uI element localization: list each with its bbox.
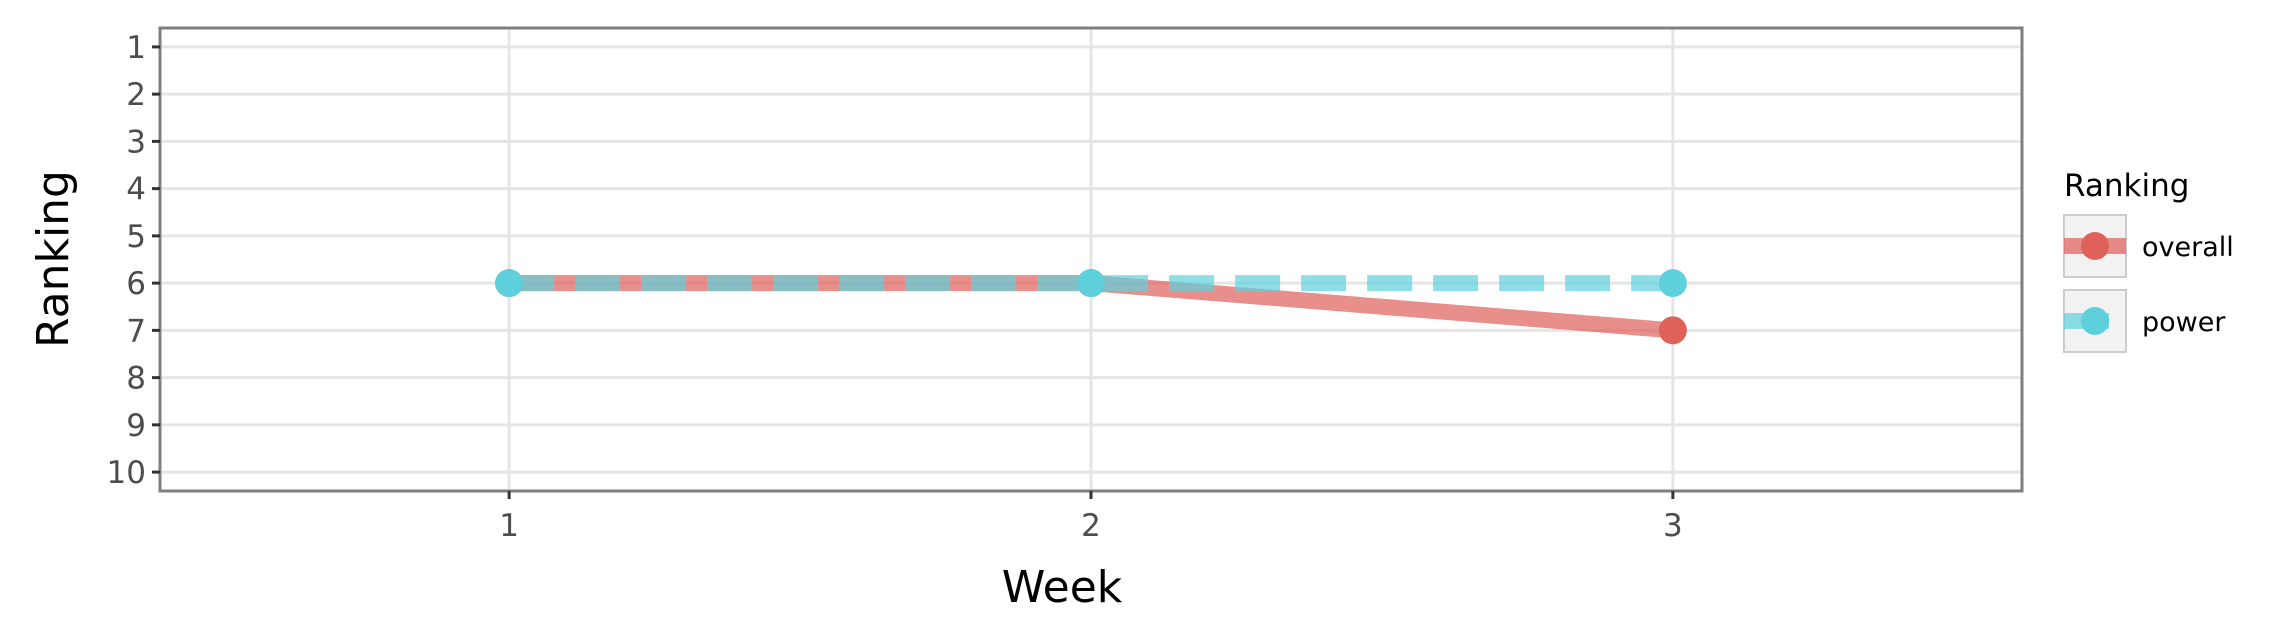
y-axis-title: Ranking: [28, 170, 79, 348]
legend-key-point-power: [2081, 307, 2109, 335]
y-tick-label: 4: [126, 172, 146, 208]
x-tick-label: 1: [499, 508, 519, 544]
legend-label-power: power: [2142, 307, 2226, 338]
data-point-overall: [1658, 316, 1687, 345]
series-layer: [495, 269, 1687, 345]
legend-title: Ranking: [2064, 168, 2189, 204]
y-tick-label: 5: [126, 219, 146, 255]
legend-label-overall: overall: [2142, 232, 2234, 263]
y-tick-label: 1: [126, 30, 146, 66]
y-tick-label: 2: [126, 77, 146, 113]
axis-layer: 1 2 3 4 5 6 7 8 9 10 1 2 3: [107, 30, 1683, 544]
x-axis-title: Week: [1002, 562, 1123, 613]
y-tick-label: 3: [126, 124, 146, 160]
x-tick-label: 2: [1081, 508, 1101, 544]
data-point-power: [1658, 269, 1687, 298]
y-tick-label: 9: [126, 408, 146, 444]
y-tick-label: 6: [126, 266, 146, 302]
y-tick-label: 10: [107, 455, 146, 491]
legend-key-point-overall: [2081, 232, 2109, 260]
data-point-power: [1077, 269, 1105, 298]
data-point-power: [495, 269, 524, 298]
grid-layer: [160, 28, 2022, 491]
y-tick-label: 8: [126, 361, 146, 397]
x-tick-label: 3: [1663, 508, 1683, 544]
legend: Ranking overall power: [2063, 168, 2234, 353]
y-tick-label: 7: [126, 313, 146, 349]
